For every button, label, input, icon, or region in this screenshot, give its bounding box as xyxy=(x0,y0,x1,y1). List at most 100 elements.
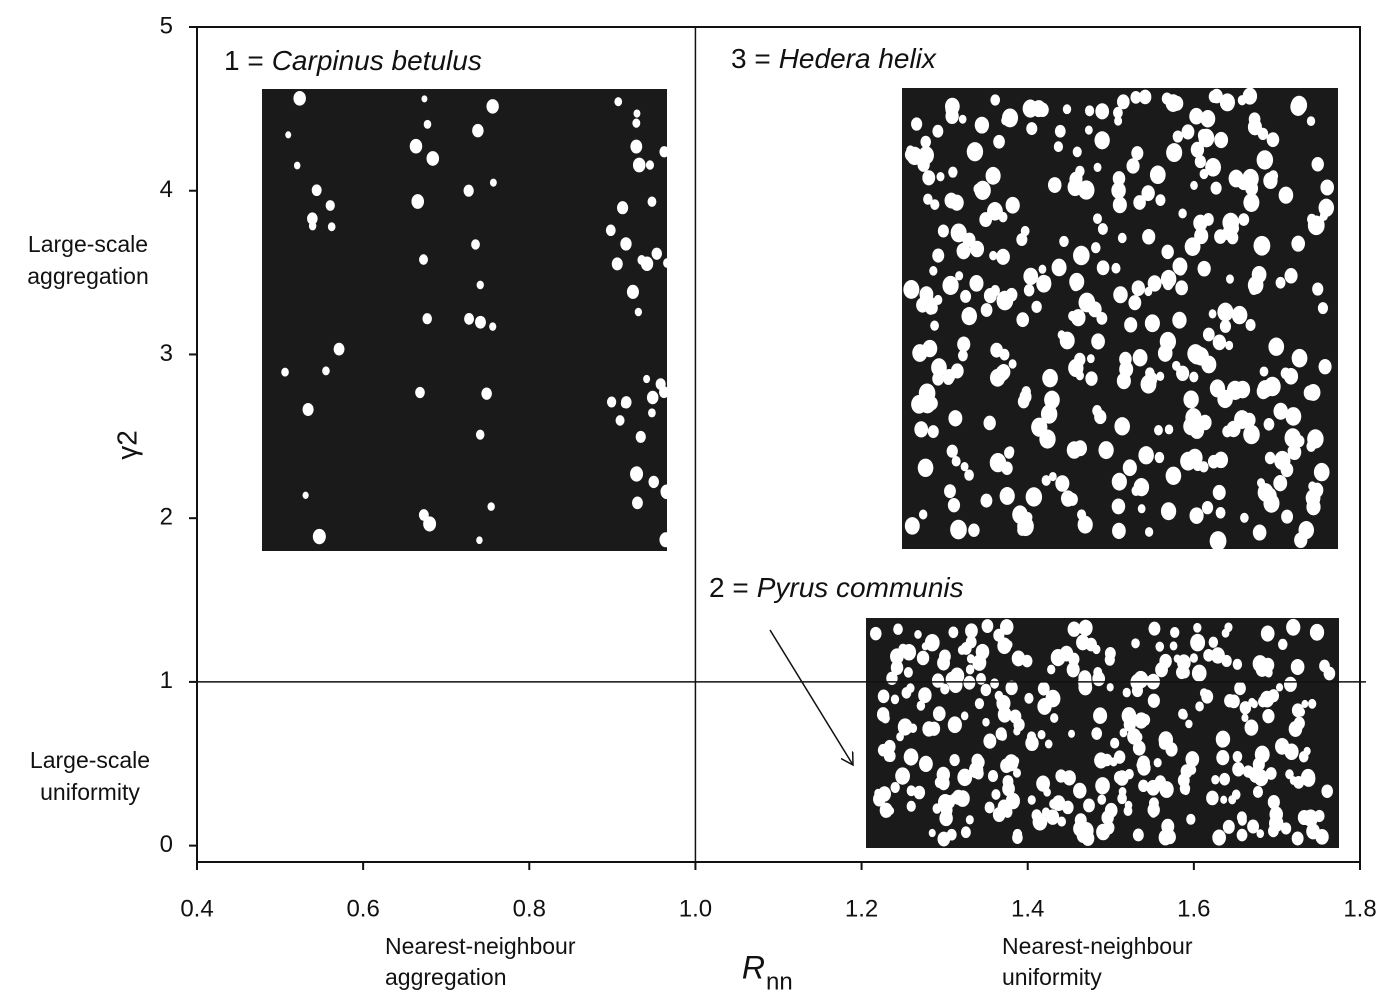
inset-dot xyxy=(1001,108,1019,128)
x-region-label: aggregation xyxy=(385,964,507,990)
inset-dot xyxy=(1068,729,1076,738)
inset-dot xyxy=(911,117,923,131)
inset-dot xyxy=(927,425,939,439)
inset-dot xyxy=(1297,809,1311,826)
inset-dot xyxy=(1137,504,1146,514)
inset-dot xyxy=(946,828,957,841)
inset-dot xyxy=(1038,264,1047,274)
inset-dot xyxy=(982,717,990,727)
inset-dot xyxy=(996,290,1014,311)
inset-dot xyxy=(1114,116,1123,126)
inset-dot xyxy=(1002,781,1015,797)
x-region-label: Nearest-neighbour xyxy=(1002,933,1193,959)
inset-dot xyxy=(931,358,947,377)
inset-dot xyxy=(1147,275,1162,292)
inset-dot xyxy=(921,642,929,651)
inset-dot xyxy=(1087,354,1095,364)
inset-dot xyxy=(1306,116,1316,127)
inset-dot xyxy=(1024,692,1034,704)
inset-dot xyxy=(974,116,990,134)
inset-dot xyxy=(1157,344,1173,362)
inset-dot xyxy=(906,785,916,797)
inset-dot xyxy=(1210,647,1225,664)
inset-species: Carpinus betulus xyxy=(272,45,482,76)
inset-dot xyxy=(1104,647,1116,660)
inset-dot xyxy=(973,755,985,770)
inset-dot xyxy=(1232,658,1243,670)
x-axis-label: R xyxy=(742,949,765,985)
inset-dot xyxy=(918,509,928,520)
inset-dot xyxy=(1060,490,1075,507)
inset-dot xyxy=(659,386,670,399)
inset-dot xyxy=(933,294,943,305)
inset-dot xyxy=(960,642,972,655)
inset-dot xyxy=(1068,652,1080,666)
inset-dot xyxy=(1160,269,1177,289)
inset-dot xyxy=(1092,405,1102,417)
inset-dot xyxy=(1008,359,1017,369)
inset-dot xyxy=(962,235,971,246)
inset-dot xyxy=(914,421,929,438)
inset-dot xyxy=(1268,337,1285,356)
inset-dot xyxy=(426,151,440,166)
inset-dot xyxy=(1177,654,1191,671)
inset-dot xyxy=(293,161,301,170)
inset-dot xyxy=(1155,641,1165,652)
inset-dot xyxy=(1220,795,1228,804)
inset-dot xyxy=(1131,485,1141,496)
inset-dot xyxy=(1303,746,1311,756)
inset-dot xyxy=(936,171,945,182)
inset-dot xyxy=(1307,215,1325,236)
inset-dot xyxy=(901,643,917,661)
inset-dot xyxy=(1158,736,1170,750)
inset-dot xyxy=(985,166,1001,185)
inset-dot xyxy=(1142,229,1156,245)
inset-dot xyxy=(1106,683,1114,692)
inset-dot xyxy=(1189,371,1199,383)
inset-dot xyxy=(1313,462,1330,482)
inset-dot xyxy=(475,429,485,440)
inset-dot xyxy=(1128,295,1142,311)
inset-dot xyxy=(1134,712,1149,729)
inset-dot xyxy=(1189,507,1204,524)
inset-dot xyxy=(1012,768,1021,778)
inset-dot xyxy=(973,183,983,195)
inset-dot xyxy=(1116,94,1130,110)
inset-dot xyxy=(916,700,926,711)
inset-dot xyxy=(1098,441,1114,460)
inset-dot xyxy=(1172,311,1187,329)
inset-dot xyxy=(648,408,656,418)
inset-dot xyxy=(1047,664,1056,675)
inset-dot xyxy=(647,196,657,207)
inset-dot xyxy=(917,458,934,478)
inset-dot xyxy=(1104,802,1118,818)
inset-dot xyxy=(1045,689,1061,708)
inset-dot xyxy=(1131,638,1140,649)
inset-dot xyxy=(1026,122,1038,136)
inset-dot xyxy=(1103,821,1115,835)
inset-dot xyxy=(1261,657,1275,673)
inset-dot xyxy=(1044,739,1053,749)
inset-dot xyxy=(937,224,949,238)
inset-dot xyxy=(285,131,292,139)
inset-dot xyxy=(1269,814,1284,832)
inset-dot xyxy=(640,256,654,272)
inset-dot xyxy=(983,287,997,304)
inset-dot xyxy=(1199,688,1209,698)
inset-dot xyxy=(1048,471,1057,482)
inset-dot xyxy=(1062,770,1076,786)
inset-caption: 1 = Carpinus betulus xyxy=(224,45,482,76)
inset-dot xyxy=(1131,146,1144,161)
inset-dot xyxy=(1011,650,1026,667)
inset-dot xyxy=(980,303,993,317)
inset-dot xyxy=(1066,441,1082,459)
inset-dot xyxy=(1288,721,1303,737)
inset-dot xyxy=(957,349,968,362)
inset-dot xyxy=(1186,813,1196,825)
inset-dot xyxy=(1290,97,1306,116)
inset-dot xyxy=(1164,424,1174,435)
inset-dot xyxy=(955,271,964,281)
inset-dot xyxy=(1264,451,1276,465)
inset-dot xyxy=(913,785,926,800)
inset-dot xyxy=(1275,683,1284,692)
